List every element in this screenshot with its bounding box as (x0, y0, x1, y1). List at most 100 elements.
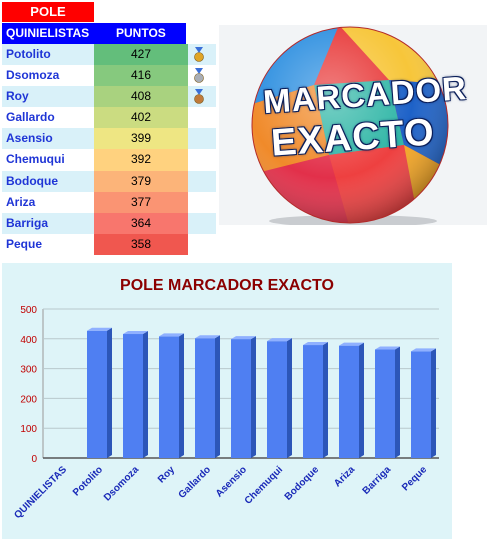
bar-top (303, 342, 328, 346)
x-tick-label: Potolito (71, 464, 105, 498)
x-tick-label: Barriga (361, 464, 394, 497)
bar-front (375, 349, 395, 458)
y-tick-label: 200 (20, 394, 37, 405)
bar-top (411, 348, 436, 352)
player-points: 399 (94, 128, 188, 150)
table-row: Potolito 427 (2, 44, 216, 66)
y-tick-label: 100 (20, 424, 37, 435)
table-row: Chemuqui 392 (2, 149, 216, 171)
bar (375, 346, 400, 458)
bar-top (339, 342, 364, 346)
bar (411, 348, 436, 458)
x-tick-label: Bodoque (283, 464, 322, 503)
table-row: Bodoque 379 (2, 170, 216, 192)
x-tick-label: Dsomoza (102, 464, 142, 504)
player-points: 408 (94, 86, 188, 108)
bar (303, 342, 328, 458)
table-row: Barriga 364 (2, 212, 216, 234)
x-tick-label: Asensio (214, 464, 249, 499)
player-name: Peque (6, 236, 43, 251)
player-points: 427 (94, 44, 188, 66)
table-row: Ariza 377 (2, 191, 216, 213)
chart-title: POLE MARCADOR EXACTO (120, 277, 334, 294)
x-tick-label: Chemuqui (243, 464, 286, 507)
bar (231, 336, 256, 458)
x-tick-label: Ariza (332, 464, 357, 489)
bar-side (107, 327, 112, 458)
bar-chart: POLE MARCADOR EXACTO 0 100 200 300 400 500 QU… (12, 277, 439, 521)
bar-side (215, 335, 220, 458)
bar (339, 342, 364, 458)
bar-front (87, 330, 107, 458)
player-points: 402 (94, 107, 188, 129)
bar (123, 331, 148, 458)
player-name: Roy (6, 89, 29, 104)
bar-top (267, 338, 292, 342)
player-points: 364 (94, 212, 188, 234)
bar-side (431, 348, 436, 458)
player-points: 392 (94, 149, 188, 171)
bar-top (195, 335, 220, 339)
player-name: Gallardo (6, 110, 55, 125)
table-row: Dsomoza 416 (2, 65, 216, 87)
column-header-puntos: PUNTOS (116, 26, 166, 40)
table-row: Roy 408 (2, 86, 216, 108)
player-name: Ariza (6, 194, 36, 209)
bar (87, 327, 112, 458)
bar (159, 333, 184, 458)
x-tick-label: Roy (156, 464, 177, 485)
bar-side (251, 336, 256, 458)
y-tick-label: 500 (20, 305, 37, 316)
marcador-exacto-ball-image: MARCADOR EXACTO (219, 25, 487, 225)
bar-front (267, 341, 287, 458)
chart-panel: POLE MARCADOR EXACTO 0 100 200 300 400 500 QU… (2, 263, 452, 539)
y-tick-label: 300 (20, 365, 37, 376)
bar-front (339, 345, 359, 458)
bar-front (123, 334, 143, 458)
player-name: Bodoque (6, 173, 58, 188)
silver-medal-icon (194, 68, 204, 83)
gold-medal-icon (194, 47, 204, 62)
bar-top (123, 331, 148, 335)
bar-top (231, 336, 256, 340)
table-row: Gallardo 402 (2, 107, 216, 129)
table-row: Asensio 399 (2, 128, 216, 150)
bronze-medal-icon (194, 89, 204, 104)
player-name: Dsomoza (6, 68, 60, 83)
player-points: 358 (94, 233, 188, 255)
player-name: Barriga (6, 215, 49, 230)
column-header-quinielistas: QUINIELISTAS (6, 26, 90, 40)
bar-side (395, 346, 400, 458)
bar-side (359, 342, 364, 458)
table-row: Peque 358 (2, 233, 216, 255)
pole-title: POLE (2, 2, 94, 22)
bar-top (87, 327, 112, 331)
table-header: QUINIELISTAS PUNTOS (2, 23, 186, 44)
bar-front (195, 338, 215, 458)
bar-front (231, 339, 251, 458)
player-name: Chemuqui (6, 152, 65, 167)
x-tick-label: QUINIELISTAS (12, 464, 69, 521)
player-points: 377 (94, 191, 188, 213)
bar (267, 338, 292, 458)
bar-top (375, 346, 400, 350)
bar-front (411, 351, 431, 458)
bar-side (143, 331, 148, 458)
bar-front (159, 336, 179, 458)
bar-top (159, 333, 184, 337)
soccer-ball-icon (251, 26, 449, 225)
bar-side (323, 342, 328, 458)
bar-side (179, 333, 184, 458)
player-points: 379 (94, 170, 188, 192)
y-tick-label: 400 (20, 335, 37, 346)
y-tick-label: 0 (31, 454, 37, 465)
bar-side (287, 338, 292, 458)
bar-front (303, 345, 323, 458)
player-name: Asensio (6, 131, 53, 146)
bar (195, 335, 220, 458)
ranking-table: Potolito 427 Dsomoza 416 Roy 408 Gallardo 402 As… (2, 44, 216, 255)
x-tick-label: Gallardo (177, 464, 213, 500)
player-name: Potolito (6, 47, 51, 61)
player-points: 416 (94, 65, 188, 87)
x-tick-label: Peque (400, 464, 429, 493)
